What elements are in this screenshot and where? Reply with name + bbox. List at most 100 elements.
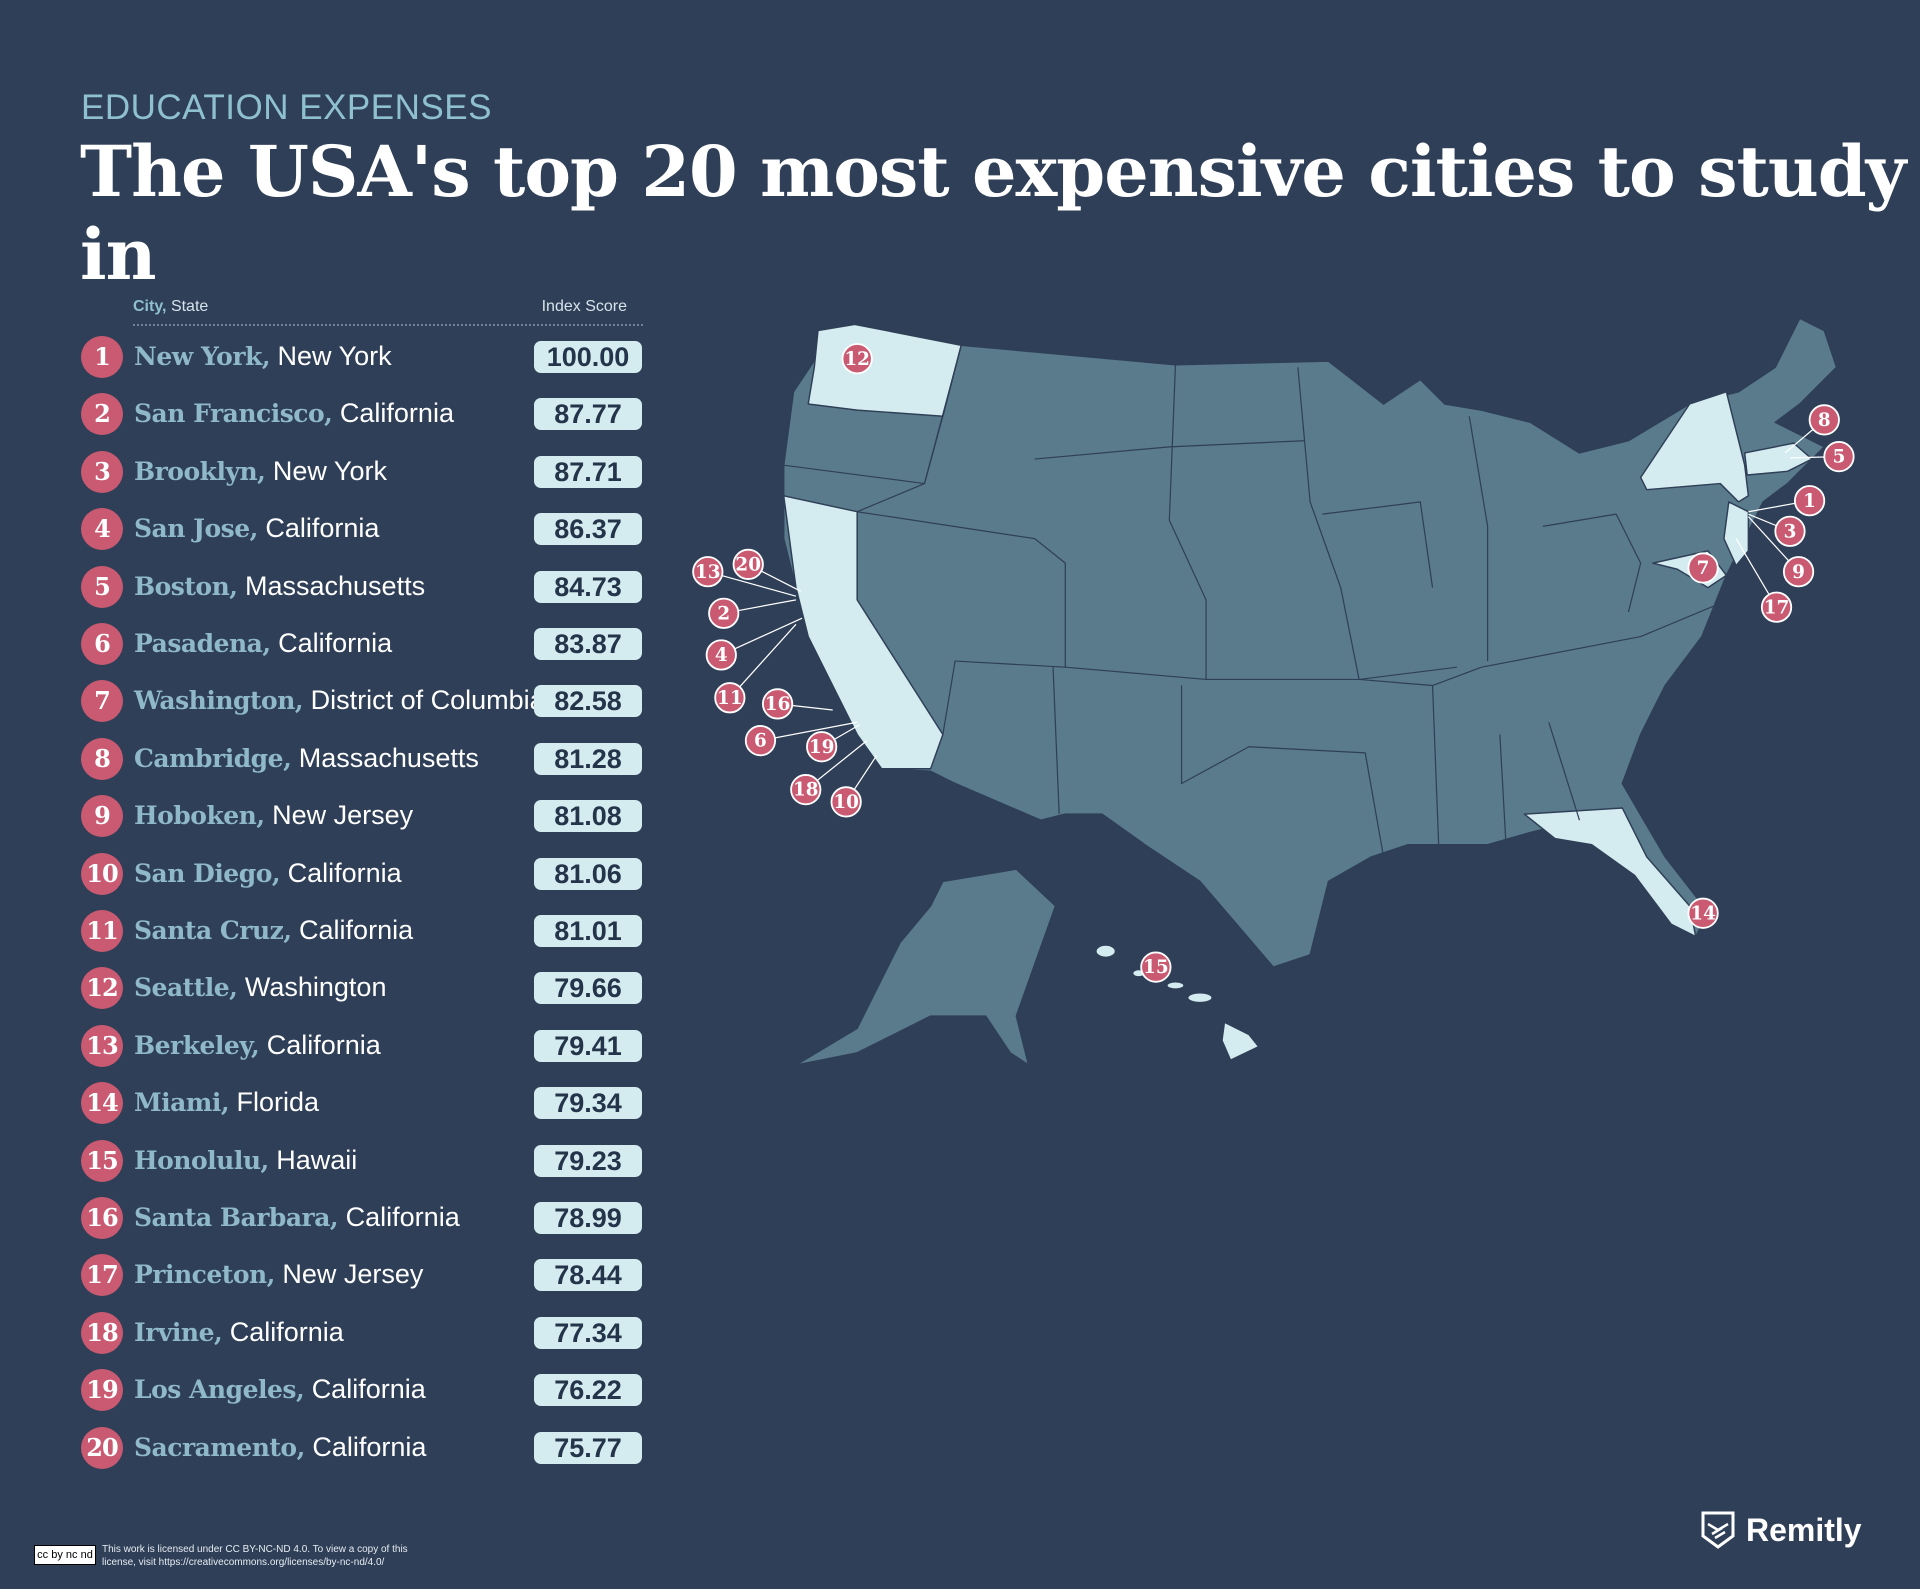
marker-circle [1808, 404, 1840, 436]
rank-badge: 19 [81, 1369, 123, 1412]
state-massachusetts [1743, 442, 1813, 476]
index-score: 81.08 [534, 800, 642, 833]
rank-badge: 13 [81, 1024, 123, 1067]
marker-circle [1782, 556, 1815, 588]
city-marker: 13 [692, 556, 797, 597]
table-row: 14 Miami, Florida 79.34 [81, 1082, 646, 1126]
marker-circle [744, 725, 777, 757]
city-marker: 18 [790, 740, 868, 806]
marker-circle [1687, 552, 1719, 584]
marker-circle [790, 773, 822, 806]
index-score: 81.01 [534, 915, 642, 947]
marker-label: 18 [793, 780, 819, 801]
index-score: 79.23 [534, 1144, 642, 1177]
marker-label: 10 [833, 792, 859, 813]
state-name: New Jersey [272, 800, 414, 831]
marker-label: 4 [715, 645, 728, 666]
city-marker: 1 [1748, 485, 1826, 517]
state-hawaii [1095, 944, 1260, 1061]
leader-line [760, 721, 858, 742]
rank-badge: 2 [81, 393, 123, 436]
rank-badge: 18 [81, 1311, 123, 1354]
city-name: Berkeley, [134, 1030, 260, 1060]
leader-line [729, 623, 797, 699]
state-name: District of Columbia [310, 685, 545, 716]
city-name: Miami, [134, 1088, 230, 1118]
table-row: 7 Washington, District of Columbia 82.58 [81, 680, 646, 724]
index-score: 83.87 [534, 628, 642, 660]
city-state: Miami, Florida [134, 1087, 319, 1118]
city-name: Irvine, [134, 1317, 223, 1347]
city-state: Brooklyn, New York [134, 456, 387, 487]
rank-badge: 12 [81, 967, 123, 1010]
city-marker: 11 [714, 623, 797, 714]
city-state: Irvine, California [134, 1317, 344, 1348]
city-state: San Jose, California [134, 513, 379, 544]
city-state: Los Angeles, California [134, 1374, 426, 1405]
marker-circle [705, 639, 737, 671]
state-name: California [345, 1202, 460, 1232]
rank-badge: 10 [81, 852, 123, 895]
rank-badge: 17 [81, 1254, 123, 1297]
city-state: Cambridge, Massachusetts [134, 743, 479, 774]
city-state: Hoboken, New Jersey [134, 800, 413, 831]
index-score: 87.77 [534, 398, 642, 431]
alaska [795, 868, 1057, 1066]
state-name: California [278, 628, 393, 658]
rank-badge: 8 [81, 737, 123, 780]
table-row: 16 Santa Barbara, California 78.99 [81, 1197, 646, 1241]
table-row: 11 Santa Cruz, California 81.01 [81, 910, 646, 954]
marker-label: 9 [1792, 562, 1805, 583]
index-score: 79.41 [534, 1029, 642, 1062]
marker-label: 14 [1690, 903, 1716, 924]
cc-license-badge: cc by nc nd [34, 1545, 96, 1565]
marker-circle [708, 597, 740, 629]
city-state: Santa Barbara, California [134, 1202, 460, 1233]
city-name: Seattle, [134, 973, 238, 1003]
index-score: 81.06 [534, 857, 642, 890]
index-score: 78.99 [534, 1202, 642, 1234]
rank-badge: 15 [81, 1139, 123, 1182]
index-score: 82.58 [534, 685, 642, 718]
index-score: 76.22 [534, 1374, 642, 1407]
city-marker: 3 [1748, 513, 1806, 547]
state-name: California [266, 1029, 381, 1060]
index-score: 87.71 [534, 455, 642, 488]
city-name: Santa Barbara, [134, 1203, 339, 1232]
index-score: 84.73 [534, 570, 642, 603]
rank-badge: 9 [81, 795, 123, 838]
city-marker: 20 [732, 548, 802, 592]
city-marker: 5 [1789, 441, 1855, 473]
city-name: Santa Cruz, [134, 916, 292, 945]
index-score: 79.34 [534, 1087, 642, 1120]
city-marker: 14 [1687, 897, 1719, 929]
marker-label: 3 [1784, 521, 1797, 542]
city-name: Washington, [134, 686, 304, 716]
city-state: Pasadena, California [134, 628, 392, 659]
state-name: Massachusetts [245, 570, 426, 601]
marker-circle [1140, 951, 1172, 983]
kicker: EDUCATION EXPENSES [81, 88, 492, 127]
rank-badge: 6 [81, 623, 123, 665]
marker-label: 6 [754, 731, 767, 752]
rank-badge: 14 [81, 1082, 123, 1125]
city-name: Cambridge, [134, 743, 292, 773]
state-name: California [299, 915, 414, 945]
table-row: 20 Sacramento, California 75.77 [81, 1426, 646, 1471]
city-marker: 2 [708, 597, 797, 629]
state-name: Florida [236, 1087, 320, 1118]
state-name: Hawaii [276, 1144, 358, 1175]
city-state: Princeton, New Jersey [134, 1259, 423, 1290]
city-name: Los Angeles, [134, 1375, 305, 1405]
city-marker: 6 [744, 721, 858, 757]
city-state: Berkeley, California [134, 1030, 381, 1061]
city-marker: 17 [1735, 538, 1793, 623]
city-state: New York, New York [134, 341, 392, 372]
state-new-york [1639, 391, 1750, 503]
marker-label: 15 [1143, 957, 1169, 978]
city-state: Honolulu, Hawaii [134, 1145, 357, 1176]
state-name: California [339, 398, 454, 429]
city-name: New York, [134, 342, 271, 371]
table-row: 15 Honolulu, Hawaii 79.23 [81, 1139, 646, 1184]
